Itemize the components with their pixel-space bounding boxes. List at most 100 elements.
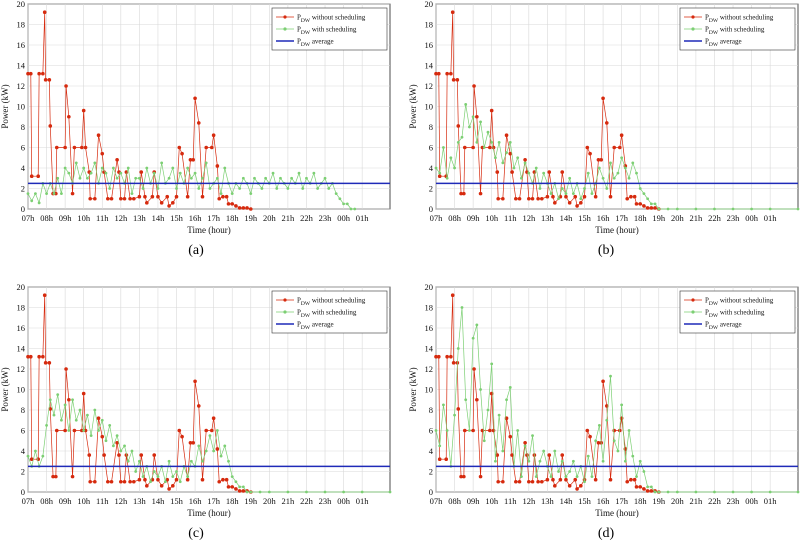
data-point-with: [189, 176, 193, 180]
data-point-without: [81, 391, 86, 396]
data-point-without: [436, 71, 441, 76]
data-point-with: [768, 207, 772, 211]
data-point-with: [564, 475, 568, 479]
y-tick-label: 4: [21, 446, 26, 456]
data-point-without: [455, 78, 460, 82]
data-point-without: [517, 479, 522, 484]
data-point-with: [30, 199, 34, 203]
data-point-with: [327, 187, 331, 190]
data-point-with: [56, 393, 60, 397]
data-point-with: [189, 459, 193, 463]
data-point-with: [434, 429, 438, 432]
data-point-with: [579, 197, 583, 201]
data-point-with: [223, 166, 227, 170]
x-axis-label: Time (hour): [595, 508, 638, 518]
data-point-with: [301, 187, 305, 190]
data-point-with: [560, 459, 564, 463]
x-tick-label: 15h: [170, 496, 184, 506]
data-point-without: [449, 354, 453, 359]
y-tick-label: 10: [17, 102, 26, 112]
data-point-with: [571, 459, 575, 463]
data-point-without: [547, 453, 552, 457]
data-point-without: [514, 196, 518, 201]
legend-marker-with: [283, 310, 287, 314]
data-point-with: [275, 187, 279, 190]
data-point-with: [642, 192, 646, 196]
data-point-with: [388, 490, 392, 494]
data-point-with: [505, 151, 508, 155]
data-point-without: [171, 484, 175, 488]
data-point-with: [197, 187, 201, 190]
data-point-without: [234, 204, 238, 208]
chart-panel-2: 0 2 4 6 8 10 12 14 16 18 20 07h 08h 09h 10h 11h 12h 13h 14…: [0, 282, 392, 518]
data-point-without: [564, 477, 568, 482]
data-point-with: [111, 444, 115, 448]
series-line-without: [28, 295, 251, 493]
data-point-with: [666, 490, 670, 494]
data-point-with: [468, 429, 471, 432]
x-tick-label: 19h: [244, 213, 258, 223]
data-point-with: [620, 156, 624, 160]
data-point-without: [128, 196, 132, 201]
data-point-with: [104, 171, 108, 175]
data-point-without: [37, 354, 41, 359]
data-point-with: [713, 207, 716, 211]
data-point-without: [106, 196, 110, 201]
data-point-without: [119, 479, 123, 484]
data-point-without: [150, 194, 155, 199]
x-tick-label: 21h: [282, 213, 296, 223]
legend-label-without: PDW without scheduling: [705, 14, 774, 25]
data-point-without: [26, 354, 30, 359]
data-point-without: [28, 354, 33, 359]
data-point-with: [635, 475, 638, 479]
data-point-with: [197, 444, 201, 448]
y-tick-label: 12: [425, 81, 434, 91]
data-point-without: [196, 404, 201, 408]
data-point-with: [445, 429, 449, 432]
x-tick-label: 01h: [764, 213, 778, 223]
series-line-without: [436, 295, 659, 493]
data-point-without: [230, 202, 235, 206]
data-point-without: [188, 158, 193, 162]
y-tick-label: 2: [429, 467, 433, 477]
data-point-with: [456, 347, 460, 350]
data-point-without: [625, 479, 630, 484]
y-tick-label: 10: [17, 385, 26, 395]
data-point-without: [188, 441, 193, 445]
data-point-with: [219, 454, 223, 458]
data-point-without: [217, 479, 222, 484]
data-point-without: [29, 457, 34, 462]
data-point-without: [100, 434, 105, 439]
x-tick-label: 09h: [467, 496, 481, 506]
data-point-without: [629, 194, 633, 199]
data-point-with: [108, 187, 112, 190]
data-point-without: [174, 194, 179, 199]
data-point-without: [115, 158, 119, 162]
data-point-without: [143, 477, 147, 482]
x-tick-label: 15h: [578, 496, 592, 506]
data-point-without: [575, 487, 579, 491]
data-point-without: [634, 485, 639, 489]
y-tick-label: 14: [425, 344, 434, 354]
data-point-with: [586, 171, 590, 175]
data-point-with: [245, 490, 249, 494]
x-tick-label: 00h: [337, 213, 351, 223]
data-point-with: [349, 207, 353, 211]
data-point-without: [70, 474, 75, 479]
data-point-with: [586, 454, 590, 458]
data-point-without: [54, 474, 58, 479]
data-point-without: [37, 71, 41, 76]
x-tick-label: 07h: [430, 496, 444, 506]
data-point-without: [81, 108, 86, 113]
y-tick-label: 8: [429, 405, 433, 415]
data-point-with: [67, 429, 71, 432]
data-point-without: [117, 453, 121, 457]
x-tick-label: 01h: [356, 213, 370, 223]
x-tick-label: 18h: [634, 496, 648, 506]
data-point-without: [588, 434, 592, 439]
data-point-with: [497, 413, 501, 417]
data-point-with: [590, 192, 594, 196]
data-point-without: [608, 194, 613, 199]
data-point-without: [47, 361, 52, 365]
series-line-without: [28, 12, 251, 210]
